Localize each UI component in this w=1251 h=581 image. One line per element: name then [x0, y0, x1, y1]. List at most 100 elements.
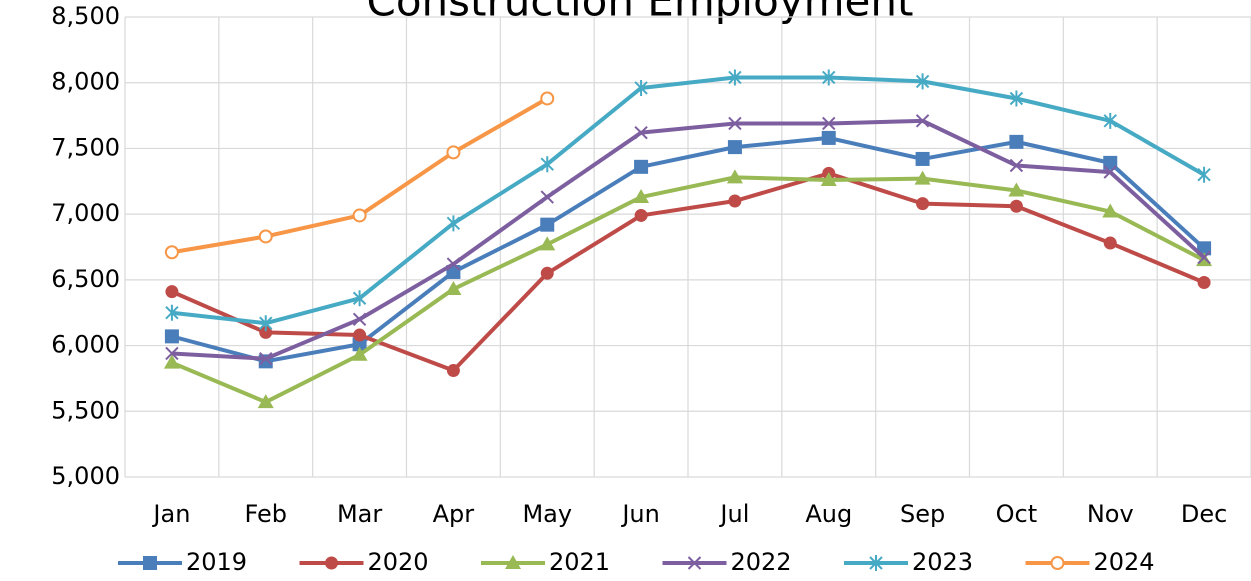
marker	[822, 69, 836, 86]
legend-label: 2020	[368, 548, 429, 576]
x-tick-label: Dec	[1181, 500, 1227, 528]
marker	[820, 171, 837, 186]
legend-label: 2021	[549, 548, 610, 576]
marker	[915, 114, 930, 128]
x-tick-label: Jun	[620, 500, 660, 528]
marker	[728, 194, 742, 208]
legend-label: 2022	[731, 548, 792, 576]
x-tick-label: May	[522, 500, 572, 528]
series-line	[171, 171, 1205, 373]
marker	[914, 170, 931, 185]
marker	[1103, 155, 1118, 170]
marker	[325, 556, 338, 570]
series-line	[171, 118, 1206, 361]
x-tick-label: Aug	[805, 500, 852, 528]
series-line	[171, 175, 1206, 405]
marker	[728, 69, 742, 86]
y-tick-label: 5,000	[51, 462, 120, 490]
marker	[1103, 165, 1117, 179]
chart-title: Construction Employment	[367, 0, 914, 26]
marker	[1009, 158, 1024, 173]
series-line	[171, 96, 549, 255]
marker	[257, 394, 274, 409]
marker	[1197, 250, 1211, 265]
marker	[258, 229, 273, 244]
marker	[687, 556, 702, 570]
marker	[822, 116, 836, 131]
marker	[445, 281, 462, 296]
y-tick-label: 8,500	[51, 2, 120, 30]
marker	[143, 556, 157, 570]
x-tick-label: Apr	[433, 500, 475, 528]
marker	[821, 130, 836, 145]
marker	[1197, 166, 1211, 183]
y-tick-label: 5,500	[51, 396, 120, 424]
y-tick-label: 8,000	[51, 68, 120, 96]
marker	[259, 325, 273, 339]
marker	[727, 140, 742, 155]
x-tick-label: Jul	[718, 500, 749, 528]
marker	[165, 304, 179, 321]
marker	[1103, 112, 1117, 129]
x-tick-label: Sep	[900, 500, 945, 528]
marker	[1009, 134, 1024, 149]
marker	[540, 217, 555, 232]
y-tick-label: 6,000	[51, 331, 120, 359]
legend-label: 2019	[186, 548, 247, 576]
marker	[1050, 556, 1065, 570]
marker	[351, 346, 368, 361]
marker	[634, 79, 648, 96]
marker	[446, 364, 460, 378]
marker	[352, 208, 367, 223]
marker	[540, 190, 554, 204]
series-line	[171, 135, 1206, 364]
marker	[915, 151, 930, 166]
marker	[540, 91, 555, 106]
marker	[633, 189, 650, 204]
x-tick-label: Nov	[1087, 500, 1134, 528]
marker	[446, 145, 461, 160]
legend-label: 2024	[1094, 548, 1155, 576]
marker	[540, 156, 554, 173]
marker	[1009, 90, 1024, 107]
marker	[540, 266, 554, 280]
y-tick-label: 7,000	[51, 199, 120, 227]
marker	[446, 257, 461, 271]
marker	[165, 346, 179, 361]
marker	[165, 285, 179, 299]
marker	[634, 159, 649, 174]
marker	[539, 236, 556, 251]
marker	[869, 555, 883, 571]
marker	[726, 169, 743, 184]
x-tick-label: Mar	[337, 500, 382, 528]
y-tick-label: 6,500	[51, 265, 120, 293]
marker	[353, 328, 367, 342]
y-tick-label: 7,500	[51, 133, 120, 161]
marker	[259, 315, 273, 332]
legend-label: 2023	[912, 548, 973, 576]
series-line	[171, 75, 1206, 326]
x-tick-label: Oct	[996, 500, 1038, 528]
marker	[1197, 275, 1211, 289]
marker	[1103, 236, 1117, 250]
marker	[1009, 199, 1023, 213]
marker	[915, 73, 930, 90]
marker	[163, 354, 180, 369]
x-tick-label: Feb	[245, 500, 288, 528]
marker	[1008, 182, 1025, 197]
x-tick-label: Jan	[151, 500, 190, 528]
marker	[634, 208, 648, 222]
marker	[1102, 203, 1119, 218]
marker	[505, 555, 521, 569]
marker	[352, 312, 367, 326]
marker	[634, 125, 648, 140]
marker	[446, 215, 461, 232]
marker	[352, 290, 367, 307]
marker	[164, 245, 179, 260]
marker	[259, 352, 273, 366]
marker	[352, 337, 367, 352]
marker	[728, 116, 742, 131]
marker	[164, 329, 179, 344]
marker	[916, 197, 930, 211]
